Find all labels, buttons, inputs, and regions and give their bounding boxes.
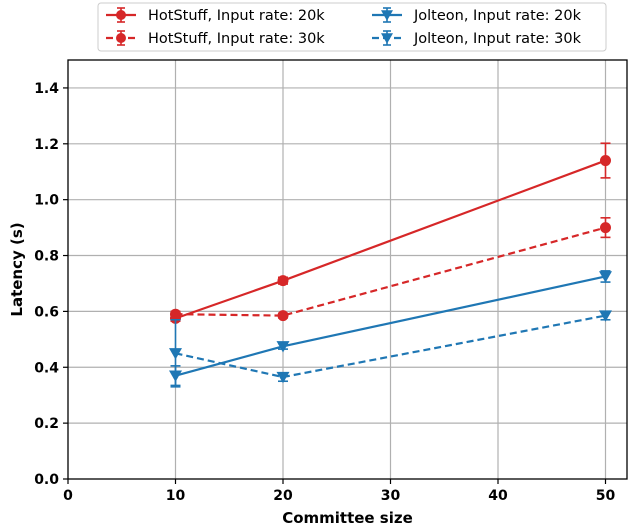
legend-marker [381,33,393,44]
y-tick-label: 0.4 [34,360,59,376]
legend-marker [381,10,393,21]
y-tick-label: 0.2 [34,416,59,432]
plot-series [169,142,612,388]
legend-box [97,2,607,52]
x-tick-label: 0 [63,488,73,504]
legend-label: Jolteon, Input rate: 30k [413,31,582,47]
data-point [600,222,611,234]
x-axis-label: Committee size [282,509,413,527]
series-1 [170,217,611,322]
legend-label: HotStuff, Input rate: 20k [148,8,325,24]
legend: HotStuff, Input rate: 20k HotStuff, Input… [97,2,607,52]
plot-frame [67,59,628,480]
legend-label: HotStuff, Input rate: 30k [148,31,325,47]
y-tick-label: 1.0 [34,193,59,209]
y-axis-label: Latency (s) [8,222,26,316]
data-point [277,310,289,322]
data-point [599,310,612,322]
legend-marker [116,10,126,20]
legend-item-3: Jolteon, Input rate: 30k [372,30,582,47]
series-line [175,226,606,317]
x-tick-label: 30 [381,488,401,504]
y-tick-label: 0.6 [34,304,59,320]
legend-item-0: HotStuff, Input rate: 20k [106,7,325,24]
legend-item-2: Jolteon, Input rate: 20k [372,7,582,24]
data-point [276,371,290,384]
data-point [276,341,290,353]
axis-ticks: 0 10 20 30 40 50 0.0 0.2 0.4 0.6 0.8 1.0 1.2 1.4 [34,81,615,504]
y-tick-label: 1.2 [34,137,59,153]
data-point [600,155,611,167]
y-tick-label: 0.8 [34,249,59,265]
x-tick-label: 10 [166,488,186,504]
y-tick-label: 1.4 [34,81,59,97]
x-tick-label: 40 [488,488,508,504]
legend-marker [116,33,126,43]
data-point [169,348,182,360]
data-point [599,271,612,283]
legend-label: Jolteon, Input rate: 20k [413,8,582,24]
series-3 [169,310,612,388]
x-tick-label: 20 [273,488,293,504]
data-point [277,275,289,287]
y-tick-label: 0.0 [34,472,59,488]
x-tick-label: 50 [596,488,616,504]
legend-item-1: HotStuff, Input rate: 30k [106,30,325,47]
data-point [170,308,181,320]
